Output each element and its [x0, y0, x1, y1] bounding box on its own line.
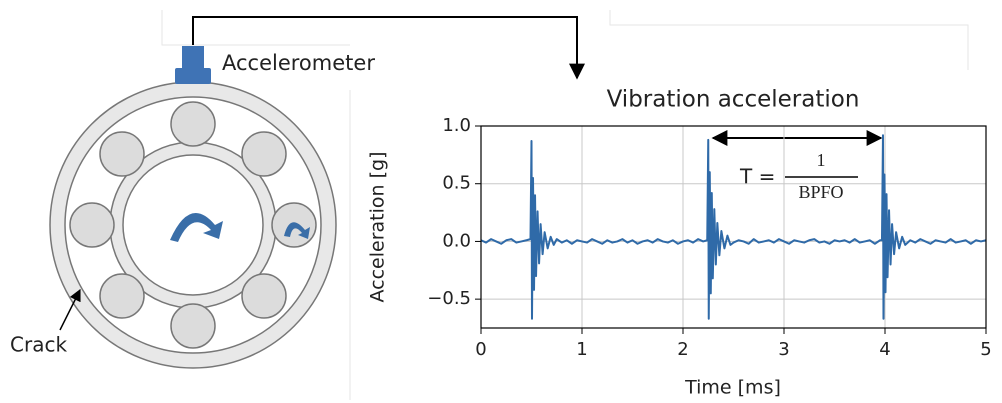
plot-frame: [480, 125, 987, 329]
x-axis-label: Time [ms]: [684, 377, 781, 399]
period-denominator: BPFO: [798, 182, 843, 202]
x-tick-label: 3: [778, 339, 789, 360]
rotation-arrow: [284, 222, 310, 239]
x-tick-label: 5: [980, 339, 991, 360]
sensor-base: [175, 68, 211, 84]
plot: 0 1 2 3 4 5 −0.5 0.0 0.5 1.0: [427, 115, 991, 360]
crack-arrow: [59, 288, 81, 331]
x-tick-label: 1: [576, 339, 587, 360]
x-tick-label: 2: [677, 339, 688, 360]
rotation-arrow: [170, 213, 223, 242]
faint-frame: [161, 10, 969, 400]
crack-label: Crack: [10, 333, 67, 357]
x-tick-label: 4: [879, 339, 890, 360]
sensor-label: Accelerometer: [222, 51, 375, 75]
wire: [192, 16, 585, 80]
signal-line: [480, 134, 987, 320]
sensor-body: [182, 46, 204, 70]
period-numerator: 1: [817, 150, 826, 170]
y-tick-label: 0.5: [442, 173, 471, 194]
bearing: [49, 81, 337, 369]
y-tick-label: 0.0: [442, 230, 471, 251]
x-tick-label: 0: [475, 339, 486, 360]
y-tick-label: −0.5: [427, 288, 471, 309]
period-lhs: T =: [739, 165, 775, 189]
y-axis-label: Acceleration [g]: [367, 152, 389, 303]
y-tick-label: 1.0: [442, 115, 471, 136]
chart-title: Vibration acceleration: [607, 87, 860, 113]
